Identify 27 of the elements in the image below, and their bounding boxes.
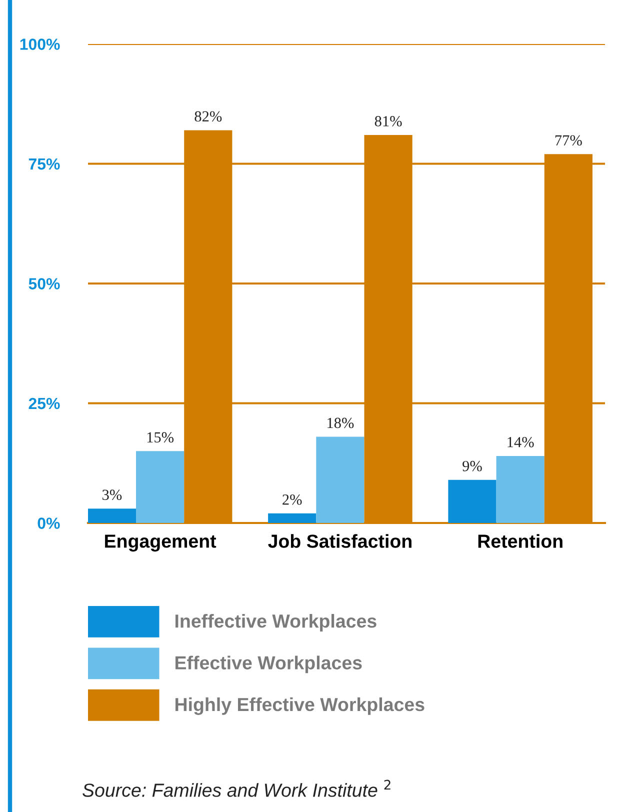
x-tick-label: Retention [478, 534, 562, 548]
data-label: 2% [282, 494, 302, 505]
bar [136, 451, 184, 523]
bar [268, 513, 316, 523]
bar [316, 436, 364, 523]
legend-label: Effective Workplaces [176, 656, 362, 674]
data-label: 9% [462, 460, 482, 472]
data-label: 14% [508, 436, 534, 448]
legend-label: Ineffective Workplaces [176, 614, 376, 632]
bar [496, 456, 544, 523]
data-label: 77% [555, 135, 582, 146]
bar [88, 508, 136, 523]
bar [448, 480, 496, 523]
data-label: 82% [194, 111, 222, 122]
y-tick-label: 25% [28, 398, 60, 410]
y-tick-label: 50% [28, 278, 60, 290]
x-tick-label: Engagement [105, 534, 216, 552]
data-label: 3% [102, 490, 122, 500]
data-label: 81% [374, 116, 402, 126]
legend-label: Highly Effective Workplaces [176, 697, 424, 715]
source-note: Source: Families and Work Institute $^{2}$ [82, 780, 390, 797]
y-tick-label: 75% [28, 158, 60, 170]
y-tick-label: 100% [20, 38, 60, 50]
x-tick-label: Job Satisfaction [268, 534, 412, 548]
data-label: 18% [328, 418, 354, 428]
y-tick-label: 0% [38, 518, 60, 529]
data-label: 15% [147, 432, 174, 443]
